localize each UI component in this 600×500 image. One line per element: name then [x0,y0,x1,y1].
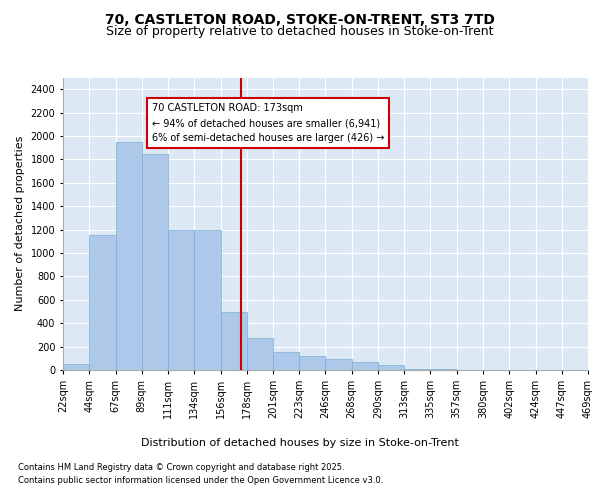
Bar [247,338,273,370]
Bar [378,366,404,370]
Bar [194,230,221,370]
Bar [221,312,247,370]
Bar [63,364,89,370]
Y-axis label: Number of detached properties: Number of detached properties [15,136,25,312]
Bar [142,154,168,370]
Bar [352,362,378,370]
Bar [89,236,115,370]
Bar [115,142,142,370]
Bar [299,356,325,370]
Text: Size of property relative to detached houses in Stoke-on-Trent: Size of property relative to detached ho… [106,25,494,38]
Text: Contains public sector information licensed under the Open Government Licence v3: Contains public sector information licen… [18,476,383,485]
Text: Distribution of detached houses by size in Stoke-on-Trent: Distribution of detached houses by size … [141,438,459,448]
Bar [325,360,352,370]
Text: 70 CASTLETON ROAD: 173sqm
← 94% of detached houses are smaller (6,941)
6% of sem: 70 CASTLETON ROAD: 173sqm ← 94% of detac… [152,103,385,143]
Bar [273,352,299,370]
Text: Contains HM Land Registry data © Crown copyright and database right 2025.: Contains HM Land Registry data © Crown c… [18,464,344,472]
Bar [168,230,194,370]
Bar [404,369,430,370]
Text: 70, CASTLETON ROAD, STOKE-ON-TRENT, ST3 7TD: 70, CASTLETON ROAD, STOKE-ON-TRENT, ST3 … [105,12,495,26]
